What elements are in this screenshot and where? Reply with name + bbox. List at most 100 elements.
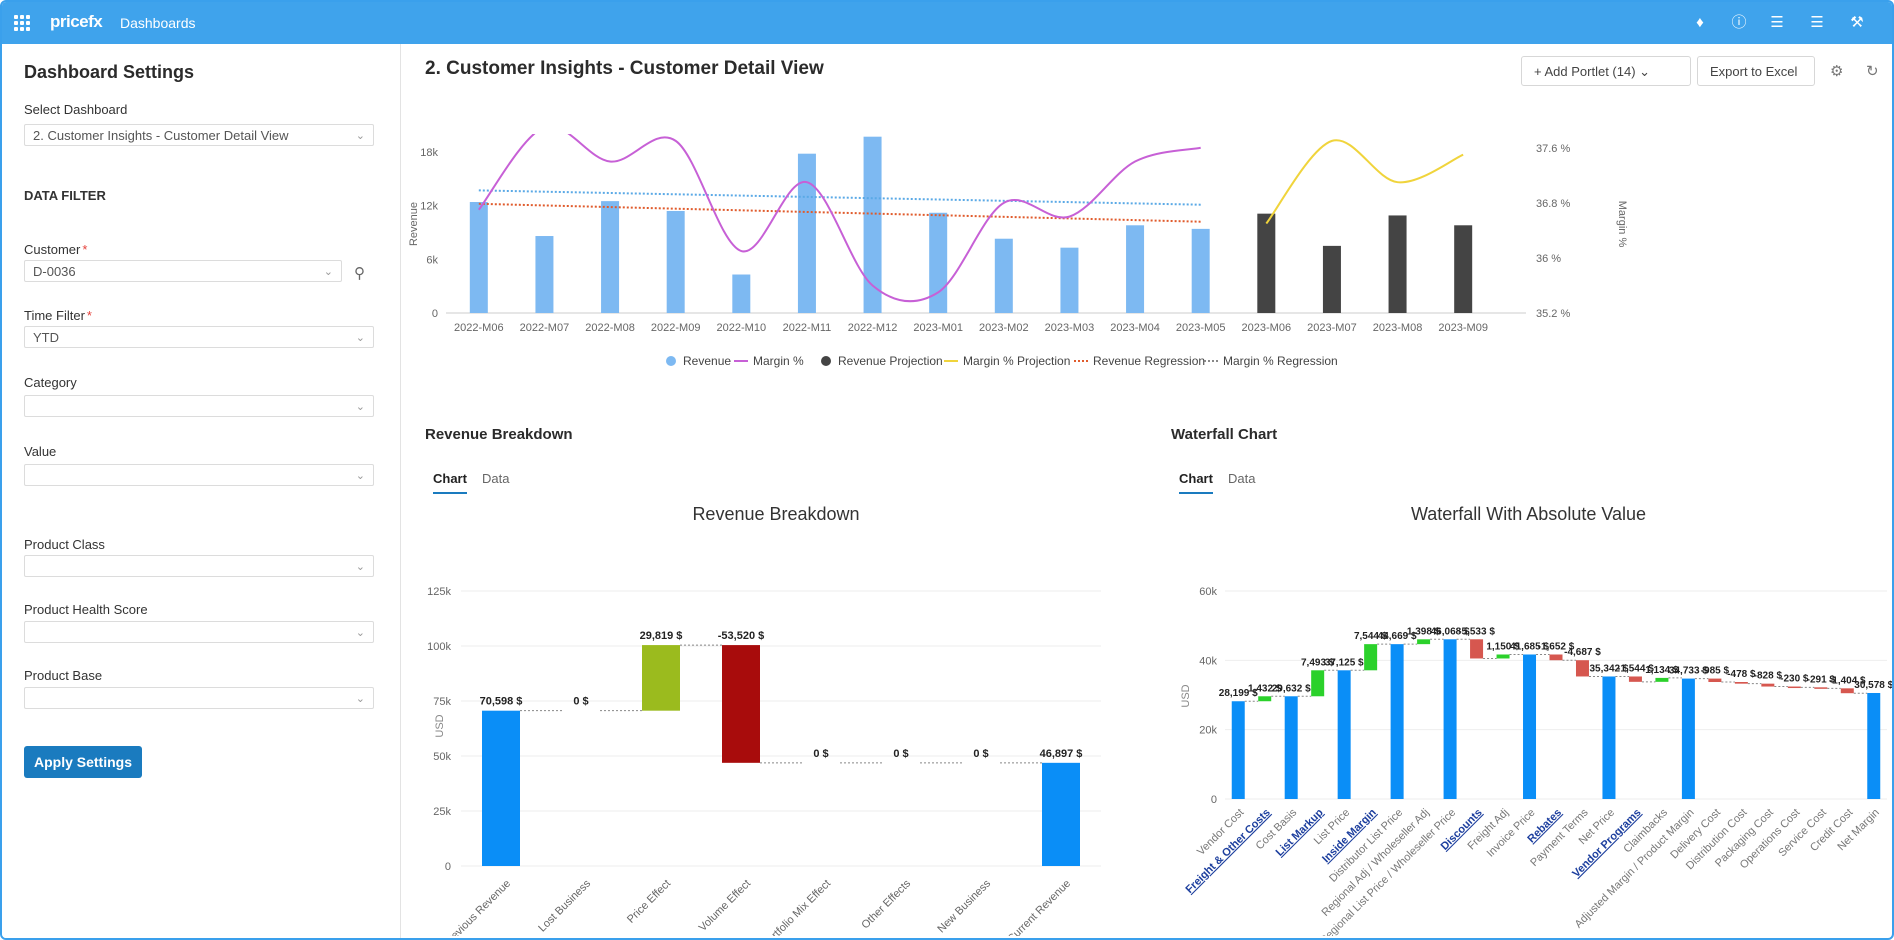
legend-revenue-projection: Revenue Projection — [838, 354, 943, 368]
x-tick-label: Current Revenue — [1005, 878, 1073, 936]
x-tick-label: Volume Effect — [697, 878, 753, 934]
revenue-projection-bar — [1454, 225, 1473, 313]
legend-revenue-marker — [666, 356, 676, 366]
x-tick-label: 2023-M07 — [1307, 322, 1357, 334]
revenue-bar — [994, 238, 1013, 313]
revenue-bar — [642, 645, 680, 711]
legend-revenue-projection-marker — [821, 356, 831, 366]
category-dropdown[interactable]: ⌄ — [24, 395, 374, 417]
waterfall-bar — [1602, 676, 1616, 799]
product-health-label: Product Health Score — [24, 602, 148, 617]
refresh-icon[interactable]: ↻ — [1866, 63, 1879, 80]
revenue-breakdown-chart: 0 25k 50k 75k 100k 125k USD 70,598 $ Previous Re… — [427, 586, 1101, 936]
waterfall-tab-data[interactable]: Data — [1228, 471, 1256, 486]
x-tick-label: Previous Revenue — [441, 878, 513, 936]
x-tick-label: Lost Business — [536, 877, 593, 934]
waterfall-bar — [1628, 676, 1642, 682]
revenue-bar — [722, 645, 760, 763]
y-tick-label: 12k — [420, 201, 438, 213]
tools-icon[interactable]: ⚒ — [1850, 14, 1864, 31]
gear-icon[interactable]: ⚙ — [1830, 63, 1844, 80]
plus-icon: + — [1534, 64, 1545, 79]
waterfall-bar — [1655, 677, 1669, 682]
data-label: 30,578 $ — [1854, 680, 1892, 691]
y2-tick-label: 35.2 % — [1536, 308, 1570, 320]
waterfall-bar — [1311, 670, 1325, 697]
revenue-tab-chart[interactable]: Chart — [433, 471, 467, 494]
waterfall-bar — [1284, 696, 1298, 799]
top-bar: pricefx Dashboards ♦ ⓘ ☰ ☰ ⚒ — [2, 2, 1892, 44]
revenue-bar — [863, 136, 882, 313]
data-label: 70,598 $ — [480, 696, 523, 708]
y2-axis-title: Margin % — [1616, 201, 1628, 248]
chevron-down-icon: ⌄ — [323, 266, 333, 278]
data-label: -230 $ — [1780, 674, 1809, 685]
chevron-down-icon: ⌄ — [355, 561, 365, 573]
revenue-bar — [1042, 762, 1080, 866]
help-icon[interactable]: ⓘ — [1731, 14, 1747, 31]
grid-apps-icon[interactable] — [14, 15, 30, 31]
legend-revenue-regression: Revenue Regression — [1093, 354, 1205, 368]
required-mark: * — [86, 308, 92, 323]
database-icon[interactable]: ☰ — [1810, 14, 1824, 31]
revenue-projection-bar — [1388, 215, 1407, 313]
search-icon[interactable]: ⚲ — [354, 265, 365, 282]
product-health-dropdown[interactable]: ⌄ — [24, 621, 374, 643]
revenue-bar — [797, 153, 816, 313]
sidebar-title: Dashboard Settings — [24, 62, 195, 82]
sliders-icon[interactable]: ☰ — [1770, 14, 1784, 31]
pricefx-logo[interactable]: pricefx — [50, 12, 103, 31]
waterfall-bar — [1840, 688, 1854, 694]
data-label: -478 $ — [1727, 669, 1756, 680]
value-dropdown[interactable]: ⌄ — [24, 464, 374, 486]
apply-settings-button[interactable]: Apply Settings — [24, 746, 142, 778]
customer-label: Customer * — [24, 242, 88, 257]
data-label: -1,544 $ — [1617, 663, 1654, 674]
margin-projection-line — [1265, 139, 1464, 225]
x-tick-label: 2023-M08 — [1373, 322, 1423, 334]
add-portlet-button[interactable]: + Add Portlet (14) ⌄ — [1521, 56, 1691, 86]
chevron-down-icon: ⌄ — [355, 130, 365, 142]
select-dashboard-value: 2. Customer Insights - Customer Detail V… — [33, 128, 289, 143]
select-dashboard-dropdown[interactable]: 2. Customer Insights - Customer Detail V… — [24, 124, 374, 146]
notification-icon[interactable]: ♦ — [1696, 14, 1704, 31]
revenue-bar — [601, 201, 620, 313]
waterfall-bar — [1496, 654, 1510, 659]
waterfall-bar — [1417, 639, 1431, 645]
revenue-tab-data[interactable]: Data — [482, 471, 510, 486]
data-filter-heading: DATA FILTER — [24, 188, 106, 203]
y-tick-label: 0 — [1211, 794, 1217, 806]
x-tick-label: 2022-M08 — [585, 322, 635, 334]
waterfall-bar — [1814, 687, 1828, 689]
data-label: 1,134 $ — [1645, 665, 1679, 676]
revenue-bar — [1126, 225, 1145, 313]
waterfall-tab-chart[interactable]: Chart — [1179, 471, 1213, 494]
y-axis-title: USD — [1180, 684, 1192, 707]
nav-dashboards[interactable]: Dashboards — [120, 15, 196, 31]
waterfall-panel-title: Waterfall Chart — [1171, 426, 1278, 443]
y-tick-label: 100k — [427, 641, 451, 653]
revenue-bar — [732, 274, 751, 313]
y-tick-label: 50k — [433, 751, 451, 763]
product-class-dropdown[interactable]: ⌄ — [24, 555, 374, 577]
product-base-label: Product Base — [24, 668, 103, 683]
data-label: 0 $ — [573, 696, 588, 708]
data-label: 29,819 $ — [640, 630, 683, 642]
product-base-dropdown[interactable]: ⌄ — [24, 687, 374, 709]
revenue-projection-bar — [1322, 245, 1341, 313]
data-label: 46,897 $ — [1040, 748, 1083, 760]
waterfall-bar — [1734, 682, 1748, 684]
revenue-breakdown-chart-title: Revenue Breakdown — [692, 504, 860, 524]
data-label: 37,125 $ — [1325, 657, 1364, 668]
customer-value: D-0036 — [33, 264, 76, 279]
x-tick-label: 2023-M02 — [979, 322, 1029, 334]
x-tick-label: 2022-M12 — [848, 322, 898, 334]
x-tick-label: 2023-M04 — [1110, 322, 1160, 334]
data-label: -5,533 $ — [1458, 626, 1495, 637]
export-excel-button[interactable]: Export to Excel — [1697, 56, 1815, 86]
revenue-bar — [535, 236, 554, 313]
x-tick-label: New Business — [935, 877, 993, 935]
time-filter-dropdown[interactable]: YTD ⌄ — [24, 326, 374, 348]
customer-dropdown[interactable]: D-0036 ⌄ — [24, 260, 342, 282]
